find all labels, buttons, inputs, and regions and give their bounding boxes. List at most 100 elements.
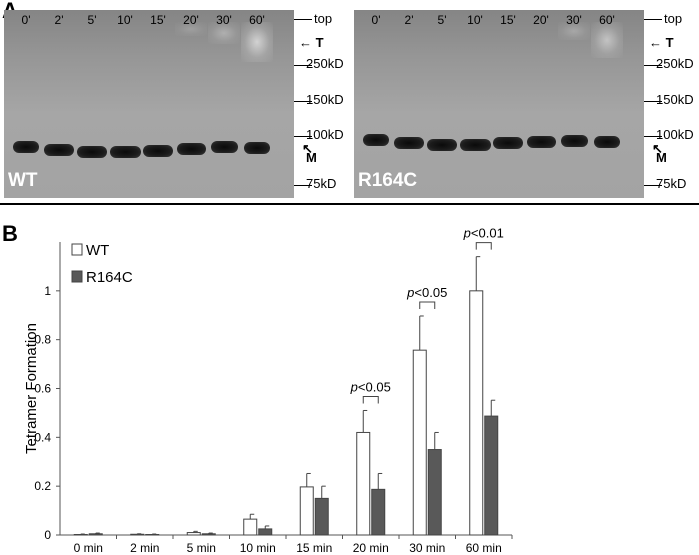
lane-label: 0'	[21, 13, 31, 27]
top-tick	[294, 19, 312, 20]
mw-label: 100kD	[656, 127, 694, 142]
monomer-band	[44, 144, 74, 156]
mw-tick	[644, 101, 662, 102]
x-tick-label: 30 min	[409, 541, 445, 555]
bar-r164c	[258, 528, 273, 536]
monomer-band	[394, 137, 424, 149]
lane-label: 2'	[404, 13, 414, 27]
bar-wt	[412, 349, 427, 536]
western-blot-r164c: R164C	[354, 10, 644, 198]
tetramer-smear	[591, 22, 623, 58]
panel-divider	[0, 203, 699, 205]
monomer-band	[210, 141, 238, 153]
y-axis-label: Tetramer Formation	[23, 323, 40, 454]
monomer-band	[77, 146, 107, 158]
monomer-band	[526, 136, 556, 148]
y-tick-label: 0.8	[34, 333, 51, 347]
lane-label: 30'	[216, 13, 232, 27]
monomer-band	[560, 135, 588, 147]
blot-label-r164c: R164C	[358, 170, 418, 191]
monomer-band	[244, 142, 270, 154]
bar-wt	[469, 290, 484, 536]
legend-swatch	[71, 270, 83, 283]
x-tick-label: 15 min	[296, 541, 332, 555]
lane-label: 15'	[150, 13, 166, 27]
lane-label: 5'	[87, 13, 97, 27]
tetramer-smear	[208, 22, 240, 44]
monomer-band	[493, 137, 523, 149]
t-arrow-label: ← T	[299, 35, 324, 50]
blot-label-wt: WT	[8, 170, 38, 191]
tetramer-smear	[175, 22, 207, 36]
x-tick-label: 5 min	[187, 541, 216, 555]
lane-label: 30'	[566, 13, 582, 27]
panel-b-letter: B	[2, 221, 18, 246]
x-tick-label: 20 min	[353, 541, 389, 555]
m-arrow-label: ↖	[652, 141, 663, 156]
significance-bracket	[475, 242, 492, 250]
monomer-band	[13, 141, 39, 153]
significance-bracket	[419, 301, 436, 309]
y-tick-label: 0	[44, 528, 51, 542]
lane-label: 5'	[437, 13, 447, 27]
bar-r164c	[88, 533, 103, 536]
monomer-band	[109, 146, 141, 158]
bar-wt	[130, 533, 145, 536]
x-tick-label: 10 min	[240, 541, 276, 555]
monomer-band	[143, 145, 173, 157]
monomer-band	[459, 139, 491, 151]
t-arrow-label: ← T	[649, 35, 674, 50]
significance-bracket	[362, 395, 379, 404]
x-tick-label: 2 min	[130, 541, 159, 555]
mw-label: 75kD	[656, 176, 687, 191]
x-tick-label: 60 min	[466, 541, 502, 555]
y-tick-label: 0.2	[34, 479, 51, 493]
bar-wt	[243, 518, 258, 536]
bar-wt	[73, 534, 88, 536]
p-value-label: p<0.05	[350, 379, 391, 394]
lane-label: 60'	[599, 13, 615, 27]
mw-label: 150kD	[656, 92, 694, 107]
top-label: top	[664, 11, 683, 26]
p-value-label: p<0.01	[463, 226, 504, 241]
mw-tick	[644, 65, 662, 66]
p-value-label: p<0.05	[406, 285, 447, 300]
lane-label: 10'	[117, 13, 133, 27]
monomer-band	[427, 139, 457, 151]
western-blot-wt: WT	[4, 10, 294, 198]
legend-swatch	[71, 243, 83, 256]
mw-tick	[644, 136, 662, 137]
monomer-band	[363, 134, 389, 146]
m-arrow-label: ↖	[302, 141, 313, 156]
mw-tick	[294, 185, 312, 186]
bar-wt	[299, 486, 314, 536]
mw-tick	[294, 65, 312, 66]
bar-r164c	[201, 533, 216, 536]
bar-r164c	[314, 497, 329, 536]
bar-wt	[356, 431, 371, 536]
y-tick-label: 1	[44, 284, 51, 298]
lane-label: 10'	[467, 13, 483, 27]
lane-label: 15'	[500, 13, 516, 27]
mw-tick	[294, 136, 312, 137]
bar-r164c	[484, 415, 499, 536]
bar-r164c	[371, 488, 386, 536]
m-label: M	[306, 150, 317, 165]
tetramer-smear	[241, 22, 273, 62]
mw-label: 75kD	[306, 176, 337, 191]
m-label: M	[656, 150, 667, 165]
mw-label: 250kD	[306, 56, 344, 71]
mw-tick	[294, 101, 312, 102]
legend-label: WT	[86, 242, 109, 259]
bar-r164c	[145, 534, 160, 536]
lane-label: 20'	[533, 13, 549, 27]
top-tick	[644, 19, 662, 20]
mw-tick	[644, 185, 662, 186]
bar-wt	[186, 532, 201, 536]
bar-r164c	[427, 449, 442, 536]
lane-label: 60'	[249, 13, 265, 27]
mw-label: 150kD	[306, 92, 344, 107]
lane-label: 0'	[371, 13, 381, 27]
monomer-band	[594, 136, 620, 148]
